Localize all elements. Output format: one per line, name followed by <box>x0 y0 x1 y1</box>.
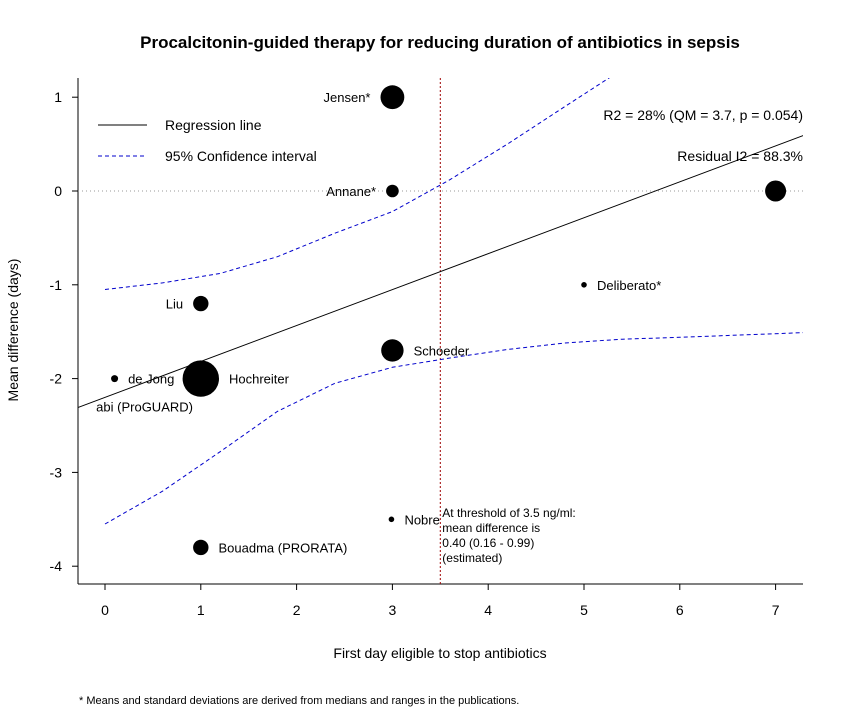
study-point <box>182 360 219 397</box>
study-point <box>380 85 405 110</box>
r2-annotation: R2 = 28% (QM = 3.7, p = 0.054) <box>603 107 803 123</box>
threshold-annotation-line: At threshold of 3.5 ng/ml: <box>442 506 575 520</box>
x-axis-label: First day eligible to stop antibiotics <box>333 645 546 661</box>
ci-upper-line <box>104 78 610 290</box>
footnote: * Means and standard deviations are deri… <box>79 695 520 707</box>
study-point <box>386 184 399 198</box>
study-label: Schoeder <box>414 343 470 358</box>
study-label: Deliberato* <box>597 278 661 293</box>
residual-i2-annotation: Residual I2 = 88.3% <box>677 148 803 164</box>
study-label: abi (ProGUARD) <box>96 400 193 415</box>
x-tick-label: 1 <box>197 602 205 618</box>
ci-lower-line <box>104 332 803 525</box>
y-axis-label: Mean difference (days) <box>5 259 21 402</box>
threshold-annotation-line: 0.40 (0.16 - 0.99) <box>442 536 534 550</box>
study-point <box>581 282 587 288</box>
y-tick-label: 0 <box>54 183 62 199</box>
x-tick-label: 5 <box>580 602 588 618</box>
threshold-annotation-line: (estimated) <box>442 551 502 565</box>
study-point <box>765 180 787 202</box>
x-tick-label: 6 <box>676 602 684 618</box>
x-tick-label: 0 <box>101 602 109 618</box>
legend-label: Regression line <box>165 117 262 133</box>
plot-area <box>78 78 803 584</box>
study-point <box>193 295 209 312</box>
y-tick-label: -3 <box>50 464 63 480</box>
x-tick-label: 2 <box>293 602 301 618</box>
study-point <box>388 516 395 523</box>
study-label: Annane* <box>326 184 376 199</box>
study-label: Jensen* <box>324 90 371 105</box>
study-label: Nobre <box>404 512 439 527</box>
study-label: Bouadma (PRORATA) <box>219 540 348 555</box>
y-tick-label: -2 <box>50 371 63 387</box>
x-tick-label: 3 <box>389 602 397 618</box>
study-label: Hochreiter <box>229 372 290 387</box>
y-tick-label: 1 <box>54 89 62 105</box>
chart-title: Procalcitonin-guided therapy for reducin… <box>140 33 740 52</box>
x-tick-label: 4 <box>484 602 492 618</box>
study-point <box>111 375 119 383</box>
study-label: Liu <box>166 297 183 312</box>
x-tick-label: 7 <box>772 602 780 618</box>
y-tick-label: -1 <box>50 277 63 293</box>
study-label: de Jong <box>128 372 174 387</box>
study-point <box>381 339 404 362</box>
threshold-annotation-line: mean difference is <box>442 521 540 535</box>
y-tick-label: -4 <box>50 558 63 574</box>
legend-label: 95% Confidence interval <box>165 148 317 164</box>
study-point <box>193 539 209 556</box>
legend: Regression line 95% Confidence interval <box>98 117 317 164</box>
